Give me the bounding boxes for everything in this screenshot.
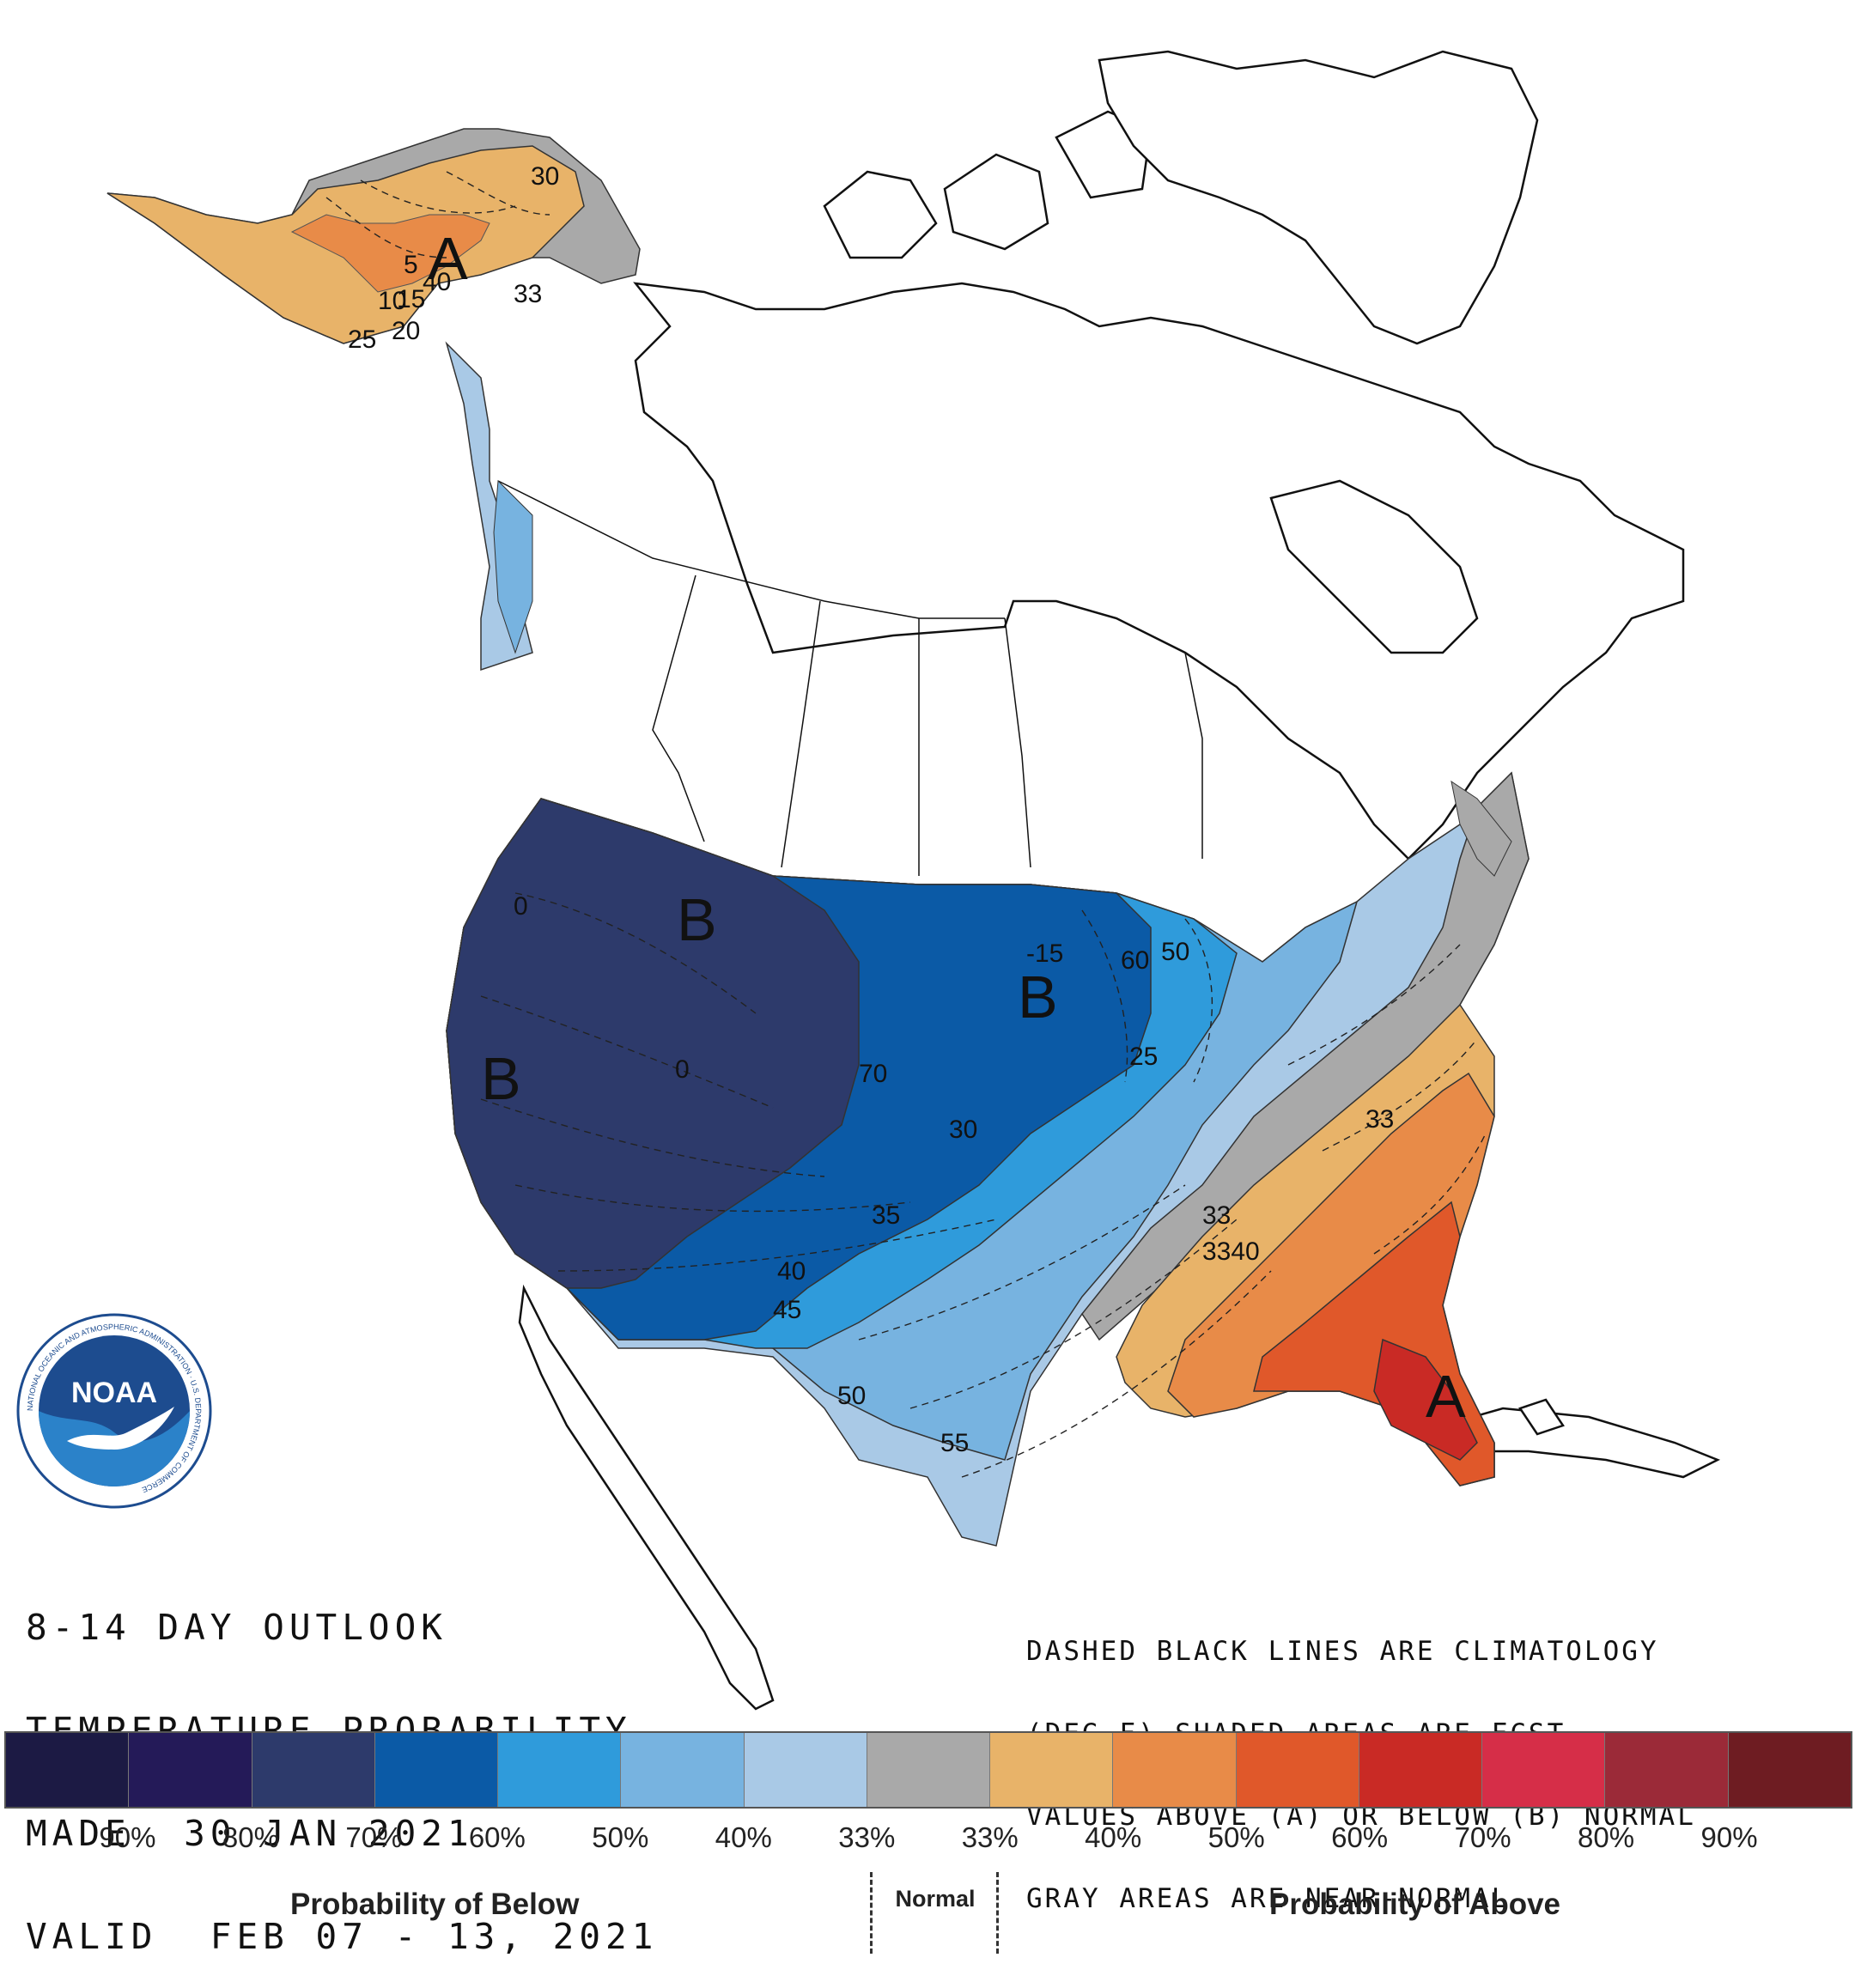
outlook-made-date: MADE 30 JAN 2021 [26, 1813, 474, 1854]
climatology-contours [325, 171, 1487, 1478]
svg-text:3340: 3340 [1202, 1237, 1260, 1266]
legend-swatch [744, 1733, 867, 1807]
region-letters: A B B B A [428, 225, 1466, 1430]
percent-label: 90% [1700, 1821, 1758, 1853]
svg-text:15: 15 [397, 285, 425, 313]
outlook-title-line1: 8-14 DAY OUTLOOK [26, 1607, 447, 1648]
land-outlines [518, 50, 1721, 1711]
svg-text:40: 40 [423, 268, 451, 296]
svg-text:33: 33 [514, 280, 542, 308]
percent-label: 60% [468, 1821, 526, 1853]
legend-swatch [1113, 1733, 1237, 1807]
svg-text:20: 20 [392, 317, 420, 345]
percent-label: 70% [345, 1821, 403, 1853]
west-below-letter: B [481, 1045, 521, 1112]
percent-label: 50% [1207, 1821, 1265, 1853]
svg-text:33: 33 [1202, 1201, 1231, 1230]
svg-text:35: 35 [872, 1201, 900, 1230]
svg-text:45: 45 [773, 1296, 801, 1324]
legend-swatch [1359, 1733, 1483, 1807]
svg-text:-15: -15 [1026, 939, 1063, 968]
legend-swatch [867, 1733, 991, 1807]
svg-text:5: 5 [404, 251, 418, 279]
legend-swatch [990, 1733, 1114, 1807]
probability-above-label: Probability of Above [1269, 1888, 1561, 1921]
legend-swatch [6, 1733, 130, 1807]
probability-colorbar [4, 1731, 1852, 1809]
boundary-lines [497, 480, 1203, 876]
northwest-below-letter: B [677, 886, 717, 953]
percent-label: 33% [838, 1821, 896, 1853]
svg-text:40: 40 [777, 1257, 806, 1286]
contour-labels: 30 5 40 33 10 15 20 25 0 0 -15 60 50 70 … [348, 162, 1394, 1457]
svg-text:33: 33 [1365, 1105, 1394, 1134]
legend-swatch [129, 1733, 252, 1807]
noaa-logo: NOAA NATIONAL OCEANIC AND ATMOSPHERIC AD… [16, 1313, 212, 1509]
percent-label: 33% [961, 1821, 1019, 1853]
svg-text:25: 25 [1129, 1043, 1158, 1071]
percent-label: 40% [1085, 1821, 1142, 1853]
legend-swatch [1482, 1733, 1606, 1807]
legend-note-line4: GRAY AREAS ARE NEAR-NORMAL [1026, 1883, 1511, 1914]
legend-swatch [498, 1733, 622, 1807]
midwest-below-letter: B [1018, 964, 1058, 1030]
percent-label: 90% [99, 1821, 156, 1853]
percent-label: 40% [715, 1821, 772, 1853]
alaska-above-letter: A [428, 225, 468, 292]
svg-text:25: 25 [348, 325, 376, 354]
svg-text:30: 30 [949, 1116, 977, 1144]
noaa-logo-text: NOAA [71, 1377, 157, 1409]
legend-swatch [1728, 1733, 1851, 1807]
svg-text:30: 30 [531, 162, 559, 191]
svg-text:55: 55 [940, 1429, 969, 1457]
svg-text:10: 10 [378, 287, 406, 315]
outlook-map: A B B B A 30 5 40 33 10 15 20 25 0 0 -15… [106, 50, 1721, 1711]
percent-label: 50% [592, 1821, 649, 1853]
svg-text:60: 60 [1121, 946, 1149, 975]
legend-swatch [252, 1733, 375, 1807]
svg-text:50: 50 [837, 1382, 866, 1410]
percent-label: 80% [222, 1821, 279, 1853]
percent-label: 80% [1578, 1821, 1635, 1853]
outlook-valid-range: VALID FEB 07 - 13, 2021 [26, 1916, 659, 1957]
legend-swatch [1236, 1733, 1359, 1807]
legend-swatch [621, 1733, 745, 1807]
normal-divider-left [870, 1872, 873, 1954]
legend-swatch [1605, 1733, 1729, 1807]
percent-label: 60% [1331, 1821, 1389, 1853]
svg-text:0: 0 [675, 1055, 690, 1084]
svg-text:0: 0 [514, 892, 528, 921]
legend-note-line1: DASHED BLACK LINES ARE CLIMATOLOGY [1026, 1636, 1659, 1667]
probability-below-label: Probability of Below [290, 1888, 580, 1921]
svg-text:50: 50 [1161, 938, 1189, 966]
normal-label: Normal [895, 1886, 976, 1912]
normal-divider-right [996, 1872, 999, 1954]
conus-region [446, 771, 1530, 1547]
svg-text:70: 70 [859, 1060, 887, 1088]
alaska-region [106, 128, 641, 672]
percent-label: 70% [1454, 1821, 1511, 1853]
legend-note: DASHED BLACK LINES ARE CLIMATOLOGY (DEG … [1026, 1583, 1696, 1940]
florida-above-letter: A [1426, 1363, 1466, 1430]
legend-swatch [374, 1733, 499, 1807]
